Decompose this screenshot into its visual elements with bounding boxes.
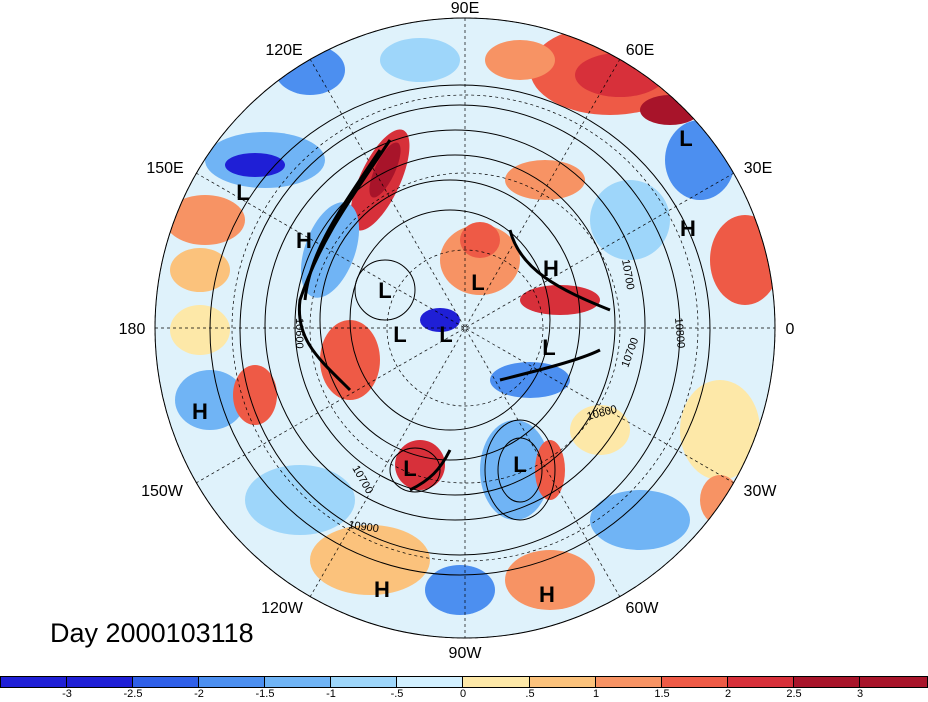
pressure-center-high: H	[296, 228, 312, 253]
pressure-center-low: L	[471, 270, 484, 295]
colorbar-tick: -1.5	[255, 688, 275, 700]
colorbar-box	[0, 676, 67, 688]
day-label: Day 2000103118	[50, 618, 254, 648]
contour-label: 10700	[619, 258, 636, 290]
pressure-center-high: H	[374, 577, 390, 602]
colorbar-tick: -1	[326, 688, 336, 700]
colorbar-tick: 2	[724, 688, 732, 700]
pressure-center-low: L	[542, 335, 555, 360]
lon-label-30w: 30W	[744, 483, 778, 500]
pressure-center-low: L	[403, 456, 416, 481]
contour-label: 10900	[348, 519, 380, 535]
colorbar-box	[67, 676, 133, 688]
contour-label: 10600	[293, 318, 305, 349]
colorbar-box	[199, 676, 265, 688]
colorbar-tick: 0	[459, 688, 467, 700]
lon-label-60w: 60W	[626, 600, 660, 617]
pressure-center-high: H	[680, 216, 696, 241]
colorbar-box	[463, 676, 530, 688]
lon-label-90e: 90E	[451, 0, 479, 17]
pressure-center-low: L	[236, 180, 249, 205]
contour-label: 10800	[672, 317, 687, 349]
pressure-center-high: H	[543, 256, 559, 281]
lon-label-120e: 120E	[265, 42, 302, 59]
lon-label-90w: 90W	[449, 645, 483, 662]
lon-label-60e: 60E	[626, 42, 654, 59]
colorbar-tick: -3	[62, 688, 72, 700]
map-boundary	[154, 17, 776, 639]
colorbar-tick: -2.5	[123, 688, 143, 700]
colorbar-tick: 1	[592, 688, 600, 700]
colorbar-tick: .5	[525, 688, 535, 700]
lon-label-150w: 150W	[141, 483, 184, 500]
height-contours	[209, 84, 711, 576]
pressure-center-high: H	[192, 399, 208, 424]
pressure-centers: H L L H H L L L L L H L L H L H H	[192, 126, 696, 607]
lon-label-120w: 120W	[261, 600, 304, 617]
colorbar-tick: 3	[856, 688, 864, 700]
colorbar-frame	[0, 676, 928, 688]
pressure-center-low: L	[439, 322, 452, 347]
colorbar-box	[596, 676, 662, 688]
lon-label-0: 0	[786, 321, 795, 338]
colorbar-box	[265, 676, 331, 688]
lon-label-30e: 30E	[744, 160, 772, 177]
pressure-center-low: L	[393, 322, 406, 347]
colorbar-box	[331, 676, 397, 688]
colorbar: -3 -2.5 -2 -1.5 -1 -.5 0 .5 1 1.5 2 2.5 …	[0, 676, 928, 702]
colorbar-box	[794, 676, 860, 688]
pressure-center-high: H	[539, 582, 555, 607]
colorbar-tick: 2.5	[786, 688, 802, 700]
polar-map: 90E 60E 30E 0 30W 60W 90W 120W 150W 180 …	[119, 0, 795, 662]
longitude-labels: 90E 60E 30E 0 30W 60W 90W 120W 150W 180 …	[119, 0, 795, 662]
lon-label-150e: 150E	[146, 160, 183, 177]
colorbar-tick: -.5	[390, 688, 404, 700]
colorbar-box	[662, 676, 728, 688]
colorbar-tick: -2	[194, 688, 204, 700]
colorbar-box	[728, 676, 794, 688]
colorbar-box	[133, 676, 199, 688]
pressure-center-low: L	[513, 452, 526, 477]
lon-label-180: 180	[119, 321, 146, 338]
colorbar-box	[530, 676, 596, 688]
pressure-center-low: L	[679, 126, 692, 151]
colorbar-tick: 1.5	[654, 688, 670, 700]
pressure-center-low: L	[378, 278, 391, 303]
colorbar-box	[397, 676, 463, 688]
